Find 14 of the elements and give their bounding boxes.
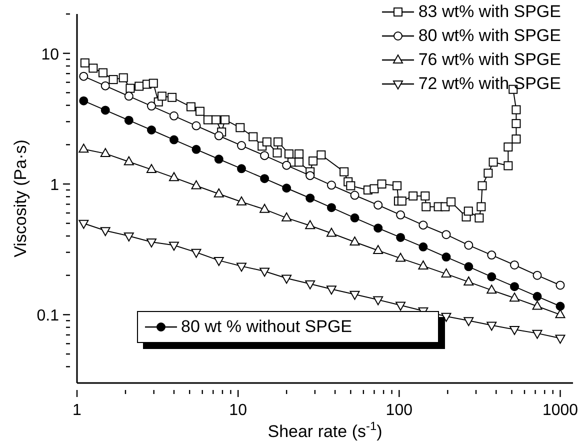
x-tick-label: 1 — [72, 402, 82, 419]
y-tick-label: 10 — [41, 46, 60, 64]
y-tick-label: 0.1 — [36, 308, 60, 325]
legend-label: 72 wt% with SPGE — [418, 74, 561, 94]
legend-label: 80 wt % without SPGE — [181, 317, 352, 337]
x-tick-label: 100 — [386, 402, 413, 419]
y-tick-label: 1 — [50, 177, 60, 194]
legend-label: 80 wt% with SPGE — [418, 26, 561, 46]
legend-label: 76 wt% with SPGE — [418, 50, 561, 70]
x-tick-label: 1000 — [542, 402, 578, 419]
x-axis-title: Shear rate (s$^{-1}$) — [268, 419, 382, 441]
legend-label: 83 wt% with SPGE — [418, 2, 561, 22]
x-tick-label: 10 — [229, 402, 248, 419]
y-axis-title: Viscosity (Pa·s) — [11, 140, 30, 258]
